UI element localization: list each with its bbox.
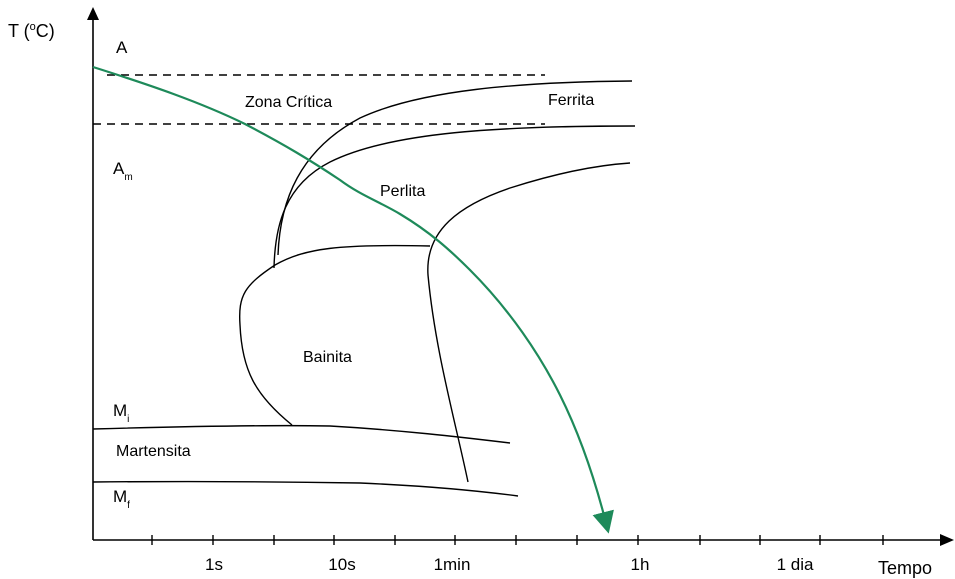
y-axis-label-main: T (: [8, 21, 30, 41]
x-tick-label-1s: 1s: [205, 555, 223, 574]
y-axis-label-degree: o: [30, 21, 36, 33]
x-tick-label-10s: 10s: [328, 555, 355, 574]
label-martensite-start-sub: i: [127, 414, 129, 425]
cooling-curve: [92, 65, 614, 534]
ferrite-start-curve: [277, 80, 633, 256]
label-austenite-m: Am: [113, 159, 133, 183]
x-tick-label-1h: 1h: [631, 555, 650, 574]
label-ferrite: Ferrita: [548, 92, 594, 109]
label-martensite-finish-main: M: [113, 487, 127, 506]
pearlite-start-curve: [273, 125, 636, 269]
label-austenite: A: [116, 38, 128, 57]
label-martensite-start-main: M: [113, 401, 127, 420]
label-martensite-finish-sub: f: [127, 500, 130, 511]
y-axis-label: T (oC): [8, 21, 55, 41]
martensite-start-line: [92, 424, 511, 444]
label-martensite-finish: Mf: [113, 487, 130, 511]
martensite-finish-line: [92, 480, 519, 497]
y-axis-arrow-icon: [87, 7, 99, 20]
x-tick-label-1min: 1min: [434, 555, 471, 574]
label-martensite-start: Mi: [113, 401, 129, 425]
x-axis-ticks: [151, 535, 884, 545]
pearlite-finish-curve: [427, 162, 631, 483]
x-axis-label: Tempo: [878, 558, 932, 578]
label-critical-zone: Zona Crítica: [245, 94, 332, 111]
y-axis-label-unit: C): [36, 21, 55, 41]
label-pearlite: Perlita: [380, 183, 425, 200]
x-tick-label-1dia: 1 dia: [777, 555, 814, 574]
label-bainite: Bainita: [303, 349, 352, 366]
label-austenite-m-sub: m: [124, 172, 132, 183]
bainite-curve: [238, 244, 431, 426]
label-martensite: Martensita: [116, 443, 191, 460]
transformation-curves: [92, 80, 636, 497]
label-austenite-m-main: A: [113, 159, 125, 178]
x-axis-arrow-icon: [940, 534, 954, 546]
